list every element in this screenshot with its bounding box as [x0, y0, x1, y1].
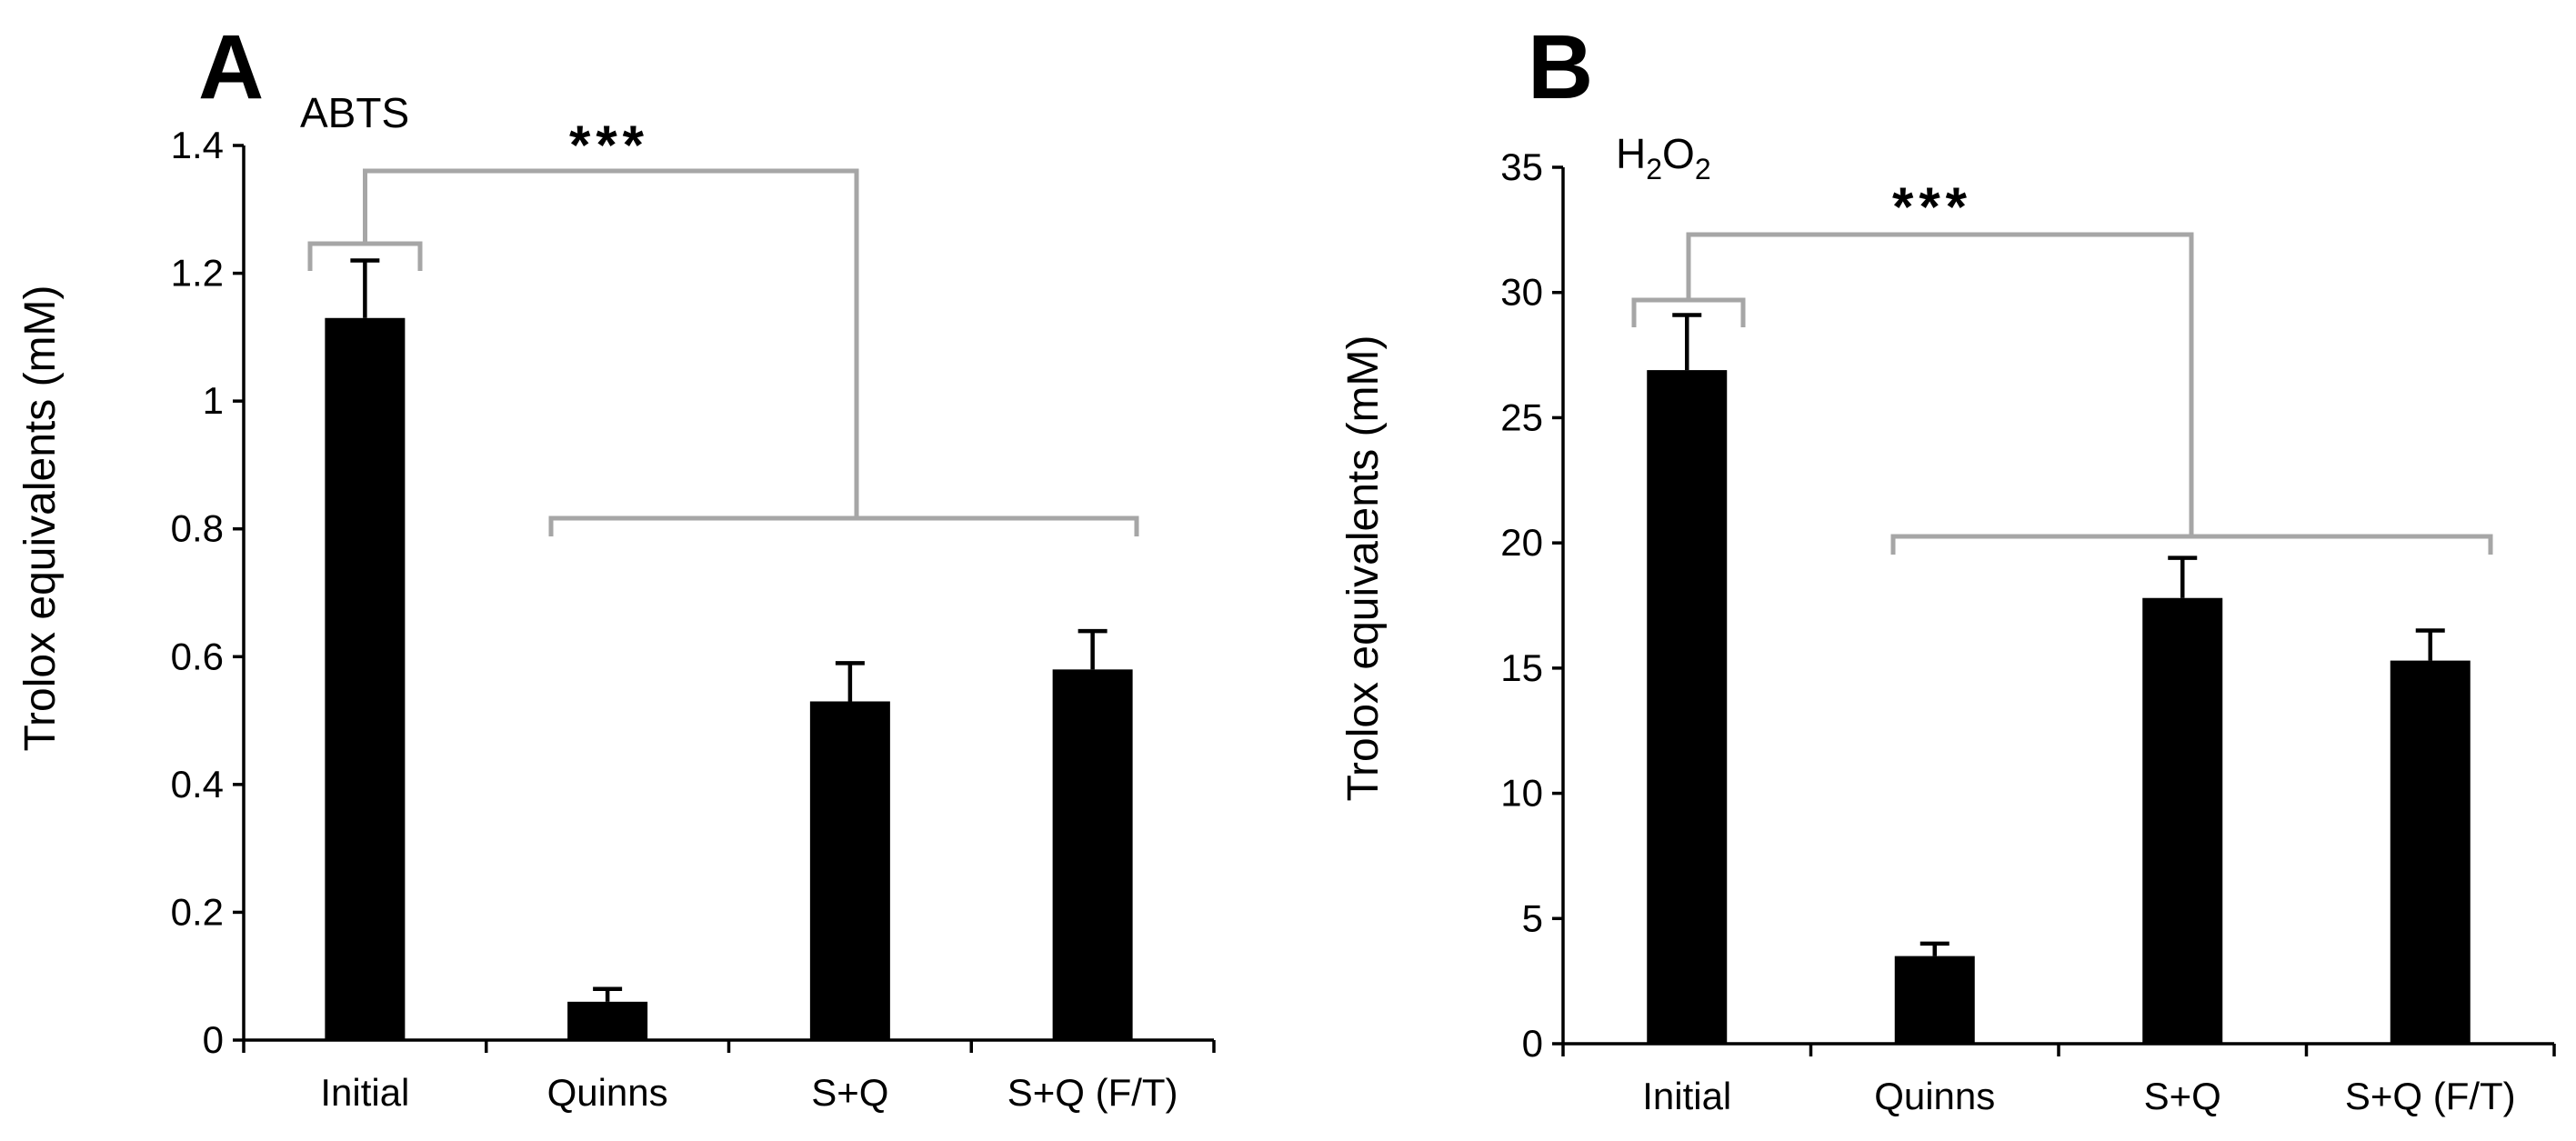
panel-a-x-tick-label: Quinns	[547, 1071, 668, 1114]
panel-a-label: A	[198, 16, 264, 118]
panel-a-y-tick-label: 0.6	[171, 635, 224, 677]
panel-b-bar-s-q-f-t-	[2390, 660, 2471, 1044]
panel-a-y-axis-label: Trolox equivalents (mM)	[16, 285, 65, 751]
panel-b-y-tick-label: 0	[1522, 1022, 1543, 1065]
panel-a-y-tick-label: 0	[203, 1018, 224, 1061]
panel-a-x-tick-label: S+Q (F/T)	[1007, 1071, 1178, 1114]
panel-a: A ABTS Trolox equivalents (mM) *** 00.20…	[16, 16, 1216, 1114]
panel-b-bar-initial	[1647, 370, 1728, 1044]
panel-b-x-tick-label: S+Q (F/T)	[2345, 1075, 2516, 1117]
panel-b-bar-quinns	[1894, 956, 1975, 1044]
panel-b-title: H2O2	[1616, 130, 1711, 185]
panel-a-plot: 0 0.2 0.4 0.6 0.8 1 1.2 1.4 Initial Quinns S+Q S+Q …	[171, 124, 1216, 1114]
panel-b-x-tick-label: S+Q	[2144, 1075, 2221, 1117]
panel-a-y-tick-label: 0.2	[171, 890, 224, 933]
panel-b-y-tick-label: 15	[1500, 646, 1543, 689]
panel-a-x-tick-label: Initial	[320, 1071, 409, 1114]
panel-b-title-h: H	[1616, 130, 1646, 177]
panel-b-bracket-bridge	[1686, 232, 2194, 536]
panel-b-bracket-group	[1890, 534, 2493, 555]
panel-b-y-tick-label: 20	[1500, 521, 1543, 564]
panel-b-title-sub-2: 2	[1695, 153, 1711, 185]
panel-b-title-o: O	[1662, 130, 1695, 177]
panel-a-bar-quinns	[567, 1001, 648, 1040]
panel-a-bracket-bridge	[363, 168, 859, 518]
panel-a-y-tick-label: 0.4	[171, 763, 224, 806]
panel-b-y-tick-label: 35	[1500, 145, 1543, 188]
panel-a-title: ABTS	[300, 89, 409, 136]
panel-b-plot: 0 5 10 15 20 25 30 35 Initial Quinns S+Q S+Q (F/T)	[1500, 145, 2556, 1117]
panel-b-y-tick-label: 30	[1500, 271, 1543, 314]
panel-a-y-tick-label: 1	[203, 379, 224, 422]
panel-a-y-tick-label: 0.8	[171, 507, 224, 550]
panel-b-significance: ***	[1892, 176, 1972, 237]
panel-b-bar-s-q	[2142, 597, 2223, 1044]
panel-b: B H2O2 Trolox equivalents (mM) *** 05101…	[1339, 16, 2556, 1117]
panel-b-y-axis-label: Trolox equivalents (mM)	[1339, 335, 1388, 801]
panel-b-label: B	[1528, 16, 1593, 118]
panel-a-bar-s-q	[809, 701, 890, 1040]
panel-a-y-tick-label: 1.2	[171, 252, 224, 295]
panel-b-title-sub-1: 2	[1646, 153, 1662, 185]
panel-a-y-tick-label: 1.4	[171, 124, 224, 166]
panel-a-bracket-group	[548, 515, 1139, 536]
panel-a-significance: ***	[569, 115, 649, 175]
panel-a-bar-s-q-f-t-	[1052, 669, 1133, 1040]
panel-b-y-tick-label: 5	[1522, 896, 1543, 939]
panel-b-y-tick-label: 10	[1500, 772, 1543, 815]
panel-b-y-tick-label: 25	[1500, 395, 1543, 438]
panel-b-x-tick-label: Quinns	[1874, 1075, 1995, 1117]
panel-a-bar-initial	[325, 317, 406, 1040]
panel-b-x-tick-label: Initial	[1642, 1075, 1731, 1117]
panel-a-x-tick-label: S+Q	[811, 1071, 888, 1114]
